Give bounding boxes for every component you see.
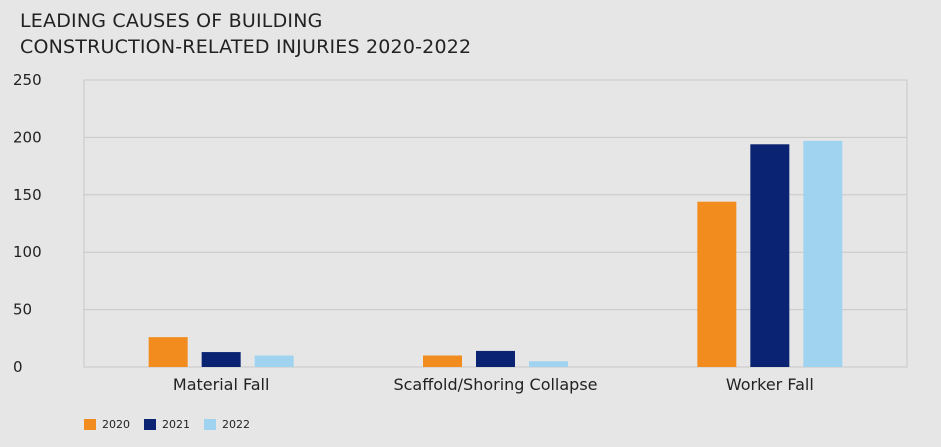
bar-2020-1 <box>423 355 462 367</box>
chart-title-line-2: CONSTRUCTION-RELATED INJURIES 2020-2022 <box>20 36 472 58</box>
bar-2022-2 <box>803 140 843 367</box>
y-tick-label-150: 150 <box>13 186 42 204</box>
y-axis-ticks: 0 50 100 150 200 250 <box>13 71 42 376</box>
bar-2020-0 <box>148 337 188 367</box>
y-tick-label-100: 100 <box>13 243 42 261</box>
bar-2022-1 <box>529 361 568 367</box>
legend-label-2022: 2022 <box>222 418 250 431</box>
legend-swatch-2020 <box>84 419 96 430</box>
legend-item-2020: 2020 <box>84 418 130 431</box>
legend-label-2020: 2020 <box>102 418 130 431</box>
category-labels: Material Fall Scaffold/Shoring Collapse Wo… <box>173 375 814 394</box>
legend-swatch-2022 <box>204 419 216 430</box>
legend-item-2021: 2021 <box>144 418 190 431</box>
chart-title: LEADING CAUSES OF BUILDING CONSTRUCTION-… <box>20 8 471 60</box>
chart-title-line-1: LEADING CAUSES OF BUILDING <box>20 10 323 32</box>
legend: 2020 2021 2022 <box>84 418 264 431</box>
legend-item-2022: 2022 <box>204 418 250 431</box>
y-tick-label-50: 50 <box>13 301 32 319</box>
legend-swatch-2021 <box>144 419 156 430</box>
bar-2020-2 <box>697 201 737 367</box>
category-label-1: Scaffold/Shoring Collapse <box>393 375 597 394</box>
category-label-2: Worker Fall <box>726 375 814 394</box>
bar-2021-1 <box>476 350 515 367</box>
bar-2021-2 <box>750 144 790 367</box>
y-tick-label-0: 0 <box>13 358 23 376</box>
bar-2022-0 <box>254 355 294 367</box>
legend-label-2021: 2021 <box>162 418 190 431</box>
y-tick-label-200: 200 <box>13 128 42 146</box>
category-label-0: Material Fall <box>173 375 270 394</box>
y-tick-label-250: 250 <box>13 71 42 89</box>
bar-2021-0 <box>201 352 241 367</box>
bars <box>148 140 843 367</box>
